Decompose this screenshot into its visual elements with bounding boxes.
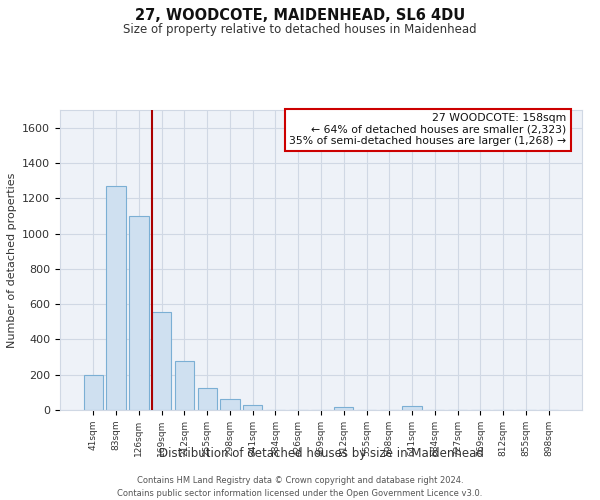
Bar (84, 374, 103, 410)
Text: Size of property relative to detached houses in Maidenhead: Size of property relative to detached ho… (123, 22, 477, 36)
Text: Contains HM Land Registry data © Crown copyright and database right 2024.
Contai: Contains HM Land Registry data © Crown c… (118, 476, 482, 498)
Bar (152, 312, 172, 410)
Y-axis label: Number of detached properties: Number of detached properties (7, 172, 17, 348)
Bar (403, 406, 422, 410)
Text: 27 WOODCOTE: 158sqm
← 64% of detached houses are smaller (2,323)
35% of semi-det: 27 WOODCOTE: 158sqm ← 64% of detached ho… (289, 113, 566, 146)
Bar (106, 186, 126, 410)
Bar (243, 404, 262, 410)
Bar (175, 362, 194, 410)
Text: Distribution of detached houses by size in Maidenhead: Distribution of detached houses by size … (158, 448, 484, 460)
Text: 27, WOODCOTE, MAIDENHEAD, SL6 4DU: 27, WOODCOTE, MAIDENHEAD, SL6 4DU (135, 8, 465, 22)
Bar (129, 216, 149, 410)
Bar (334, 408, 353, 410)
Bar (197, 388, 217, 410)
Bar (220, 400, 239, 410)
